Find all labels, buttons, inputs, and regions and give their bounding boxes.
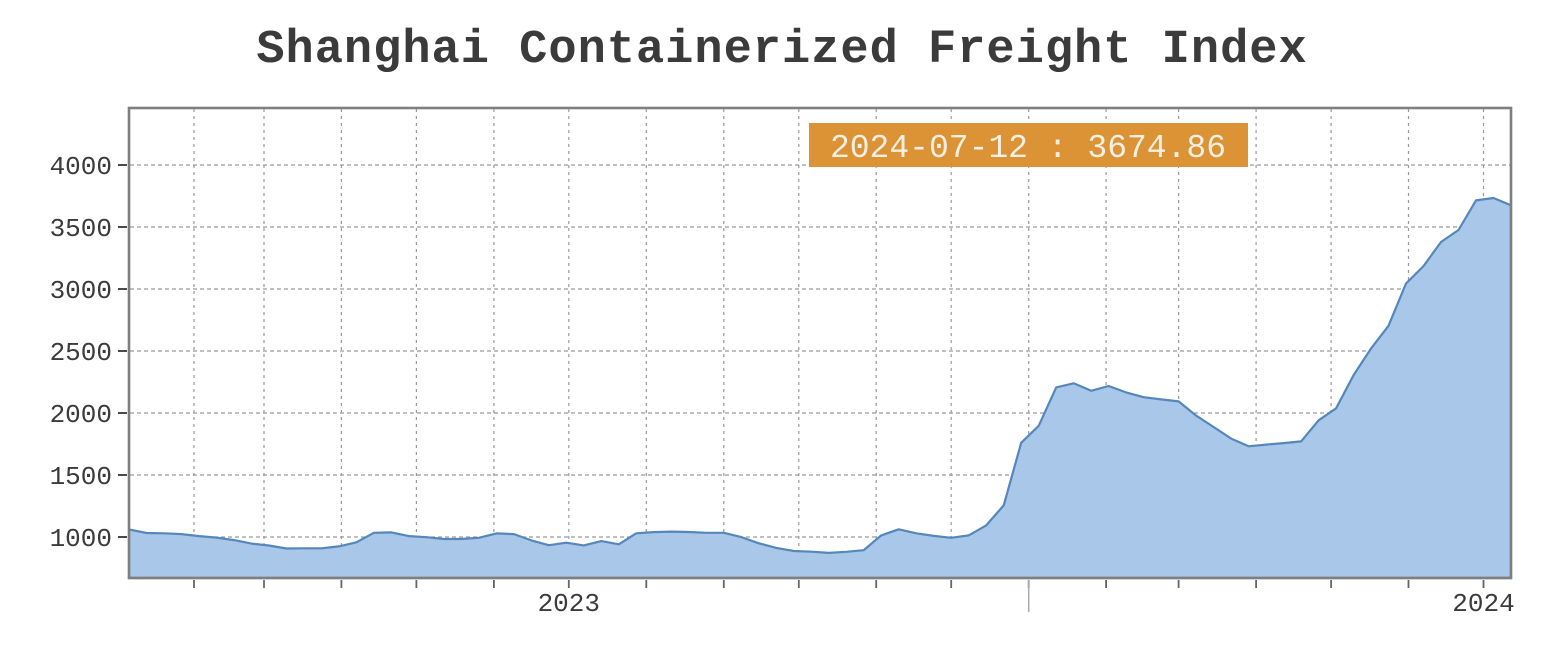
x-year-label: 2023 [538, 589, 600, 619]
series-layer [127, 196, 1513, 580]
x-year-label: 2024 [1452, 589, 1514, 619]
grid-layer [130, 109, 1510, 577]
tooltip-value-text: 2024-07-12 : 3674.86 [830, 130, 1226, 167]
y-tick-label: 3000 [50, 276, 112, 306]
y-tick-label: 1000 [50, 524, 112, 554]
y-tick-label: 2000 [50, 400, 112, 430]
y-tick-label: 3500 [50, 214, 112, 244]
annotation-layer: 2024-07-12 : 3674.86 [809, 123, 1248, 167]
chart-title: Shanghai Containerized Freight Index [256, 24, 1308, 77]
plot-border [127, 106, 1513, 580]
plot-area[interactable] [129, 108, 1511, 578]
y-tick-label: 2500 [50, 338, 112, 368]
y-tick-label: 4000 [50, 152, 112, 182]
y-tick-label: 1500 [50, 462, 112, 492]
tooltip-badge [809, 123, 1248, 167]
axis-layer: 1000 1500 2000 2500 3000 3500 4000 2023 2024 [50, 152, 1515, 619]
scfi-area-series [127, 196, 1513, 580]
